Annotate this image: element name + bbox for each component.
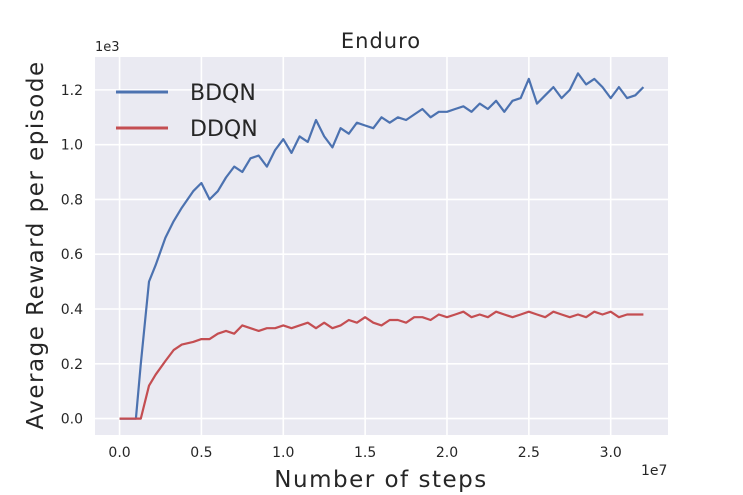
series-line-ddqn — [119, 310, 644, 420]
y-axis-label: Average Reward per episode — [23, 60, 49, 429]
legend-label-bdqn: BDQN — [190, 81, 256, 106]
series-line-bdqn — [119, 72, 645, 420]
y-tick-label: 0.4 — [61, 302, 83, 318]
legend-label-ddqn: DDQN — [190, 117, 258, 142]
chart-title: Enduro — [341, 29, 421, 53]
grid-lines — [95, 57, 668, 435]
x-tick-label: 3.0 — [600, 445, 622, 461]
y-tick-label: 0.8 — [61, 192, 83, 208]
x-tick-label: 0.5 — [190, 445, 212, 461]
y-tick-label: 1.0 — [61, 138, 83, 154]
x-tick-label: 0.0 — [108, 445, 130, 461]
series-lines — [119, 72, 645, 420]
y-tick-label: 0.6 — [61, 247, 83, 263]
x-axis-label: Number of steps — [274, 467, 487, 493]
y-tick-label: 0.0 — [61, 412, 83, 428]
y-tick-labels: 0.0 0.2 0.4 0.6 0.8 1.0 1.2 — [61, 83, 83, 428]
x-tick-label: 2.5 — [518, 445, 540, 461]
x-tick-label: 1.5 — [354, 445, 376, 461]
x-axis-multiplier: 1e7 — [641, 463, 667, 479]
x-tick-labels: 0.0 0.5 1.0 1.5 2.0 2.5 3.0 — [108, 445, 621, 461]
legend: BDQN DDQN — [116, 81, 258, 142]
y-axis-multiplier: 1e3 — [95, 40, 120, 55]
plot-background — [95, 57, 668, 435]
y-tick-label: 1.2 — [61, 83, 83, 99]
x-tick-label: 1.0 — [272, 445, 294, 461]
x-tick-label: 2.0 — [436, 445, 458, 461]
y-tick-label: 0.2 — [61, 357, 83, 373]
